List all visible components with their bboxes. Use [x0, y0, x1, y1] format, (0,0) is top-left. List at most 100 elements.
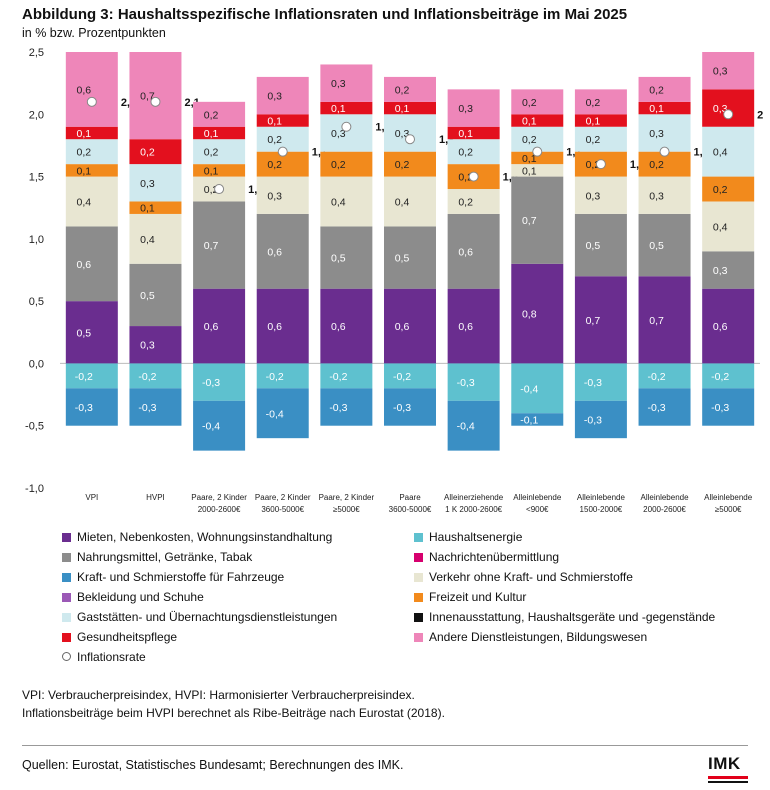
segment-value-label: 0,6 [77, 84, 92, 96]
segment-value-label: 0,6 [204, 321, 219, 333]
inflation-rate-dot [214, 184, 225, 195]
segment-value-label: -0,3 [75, 402, 93, 414]
x-tick-label: 2000-2600€ [643, 505, 686, 514]
x-tick-label: Paare, 2 Kinder [191, 493, 247, 502]
segment-value-label: -0,2 [329, 371, 347, 383]
bar-segment [65, 139, 118, 165]
bar-segment [638, 101, 691, 115]
y-tick-label: 1,0 [29, 234, 44, 246]
bar-segment [384, 363, 436, 389]
x-tick-label: Alleinlebende [704, 493, 753, 502]
segment-value-label: 0,2 [586, 97, 601, 109]
bar-segment [193, 164, 246, 177]
segment-value-label: 0,2 [204, 109, 219, 121]
segment-value-label: 0,4 [331, 196, 346, 208]
segment-value-label: 0,5 [140, 290, 155, 302]
bar-segment [65, 363, 118, 389]
segment-value-label: 0,1 [331, 103, 346, 115]
bar-segment [447, 213, 500, 289]
legend-item: Kraft- und Schmierstoffe für Fahrzeuge [62, 570, 284, 584]
segment-value-label: 0,1 [649, 103, 664, 115]
segment-value-label: 0,4 [395, 196, 410, 208]
inflation-rate-dot [532, 146, 543, 157]
bar-segment [65, 226, 118, 302]
x-tick-label: Alleinlebende [577, 493, 626, 502]
bar-segment [320, 151, 373, 177]
segment-value-label: 0,1 [522, 165, 537, 177]
bar-segment [384, 288, 436, 364]
legend-item: Bekleidung und Schuhe [62, 590, 204, 604]
bar-segment [129, 388, 182, 426]
segment-value-label: 0,6 [77, 259, 92, 271]
legend-swatch [62, 553, 71, 562]
imk-logo-underline [708, 781, 748, 783]
segment-value-label: -0,2 [647, 371, 665, 383]
bar-segment [65, 52, 118, 127]
segment-value-label: 0,6 [713, 321, 728, 333]
bar-segment [702, 89, 755, 127]
bar-segment [447, 89, 500, 127]
x-tick-label: HVPI [146, 493, 165, 502]
legend-swatch [414, 593, 423, 602]
bar-segment [384, 226, 436, 289]
segment-value-label: 0,2 [140, 147, 155, 159]
legend-swatch [414, 573, 423, 582]
bar-segment [256, 176, 309, 214]
segment-value-label: -0,3 [711, 402, 729, 414]
bar-segment [193, 101, 246, 127]
bar-segment [256, 213, 309, 289]
bar-segment [511, 151, 564, 165]
segment-value-label: 0,6 [395, 321, 410, 333]
y-tick-label: 2,5 [29, 47, 44, 59]
segment-value-label: 0,2 [649, 159, 664, 171]
segment-value-label: 0,6 [458, 246, 473, 258]
bar-segment [256, 76, 309, 115]
bar-segment [384, 101, 436, 115]
segment-value-label: 0,7 [649, 315, 664, 327]
segment-value-label: 0,1 [204, 165, 219, 177]
legend-label: Innenausstattung, Haushaltsgeräte und -g… [429, 610, 716, 624]
segment-value-label: 0,2 [395, 159, 410, 171]
bar-segment [638, 388, 691, 426]
inflation-rate-dot [150, 96, 161, 107]
bar-segment [511, 164, 564, 177]
segment-value-label: 0,2 [77, 147, 92, 159]
segment-value-label: 0,2 [395, 84, 410, 96]
bar-segment [129, 363, 182, 389]
legend-swatch [414, 613, 423, 622]
bar-segment [447, 189, 500, 214]
legend-item: Inflationsrate [62, 650, 146, 664]
bar-segment [702, 52, 755, 90]
bar-segment [256, 388, 309, 439]
x-tick-label: Alleinlebende [513, 493, 562, 502]
bar-segment [129, 201, 182, 214]
legend-item: Haushaltsenergie [414, 530, 522, 544]
bar-segment [574, 114, 627, 127]
legend-item: Gaststätten- und Übernachtungsdienstleis… [62, 610, 337, 624]
bar-segment [129, 52, 182, 140]
legend-item: Mieten, Nebenkosten, Wohnungsinstandhalt… [62, 530, 332, 544]
bar-segment [320, 101, 373, 115]
segment-value-label: 0,1 [140, 203, 155, 215]
x-tick-label: 2000-2600€ [198, 505, 241, 514]
bar-segment [193, 126, 246, 140]
legend-item: Freizeit und Kultur [414, 590, 526, 604]
bar-segment [574, 89, 627, 115]
legend-swatch [62, 533, 71, 542]
bar-segment [320, 388, 373, 426]
legend-label: Gesundheitspflege [77, 630, 178, 644]
bar-segment [193, 201, 246, 289]
segment-value-label: 0,5 [331, 253, 346, 265]
segment-value-label: 0,4 [713, 221, 728, 233]
note-methodology: Inflationsbeiträge beim HVPI berechnet a… [22, 706, 445, 720]
bar-segment [256, 114, 309, 127]
legend-swatch [414, 553, 423, 562]
legend-label: Andere Dienstleistungen, Bildungswesen [429, 630, 648, 644]
segment-value-label: 0,2 [204, 147, 219, 159]
segment-value-label: 0,2 [331, 159, 346, 171]
segment-value-label: 0,2 [458, 196, 473, 208]
bar-segment [320, 288, 373, 364]
bar-segment [447, 400, 500, 451]
segment-value-label: 0,1 [77, 165, 92, 177]
legend-label: Kraft- und Schmierstoffe für Fahrzeuge [77, 570, 285, 584]
